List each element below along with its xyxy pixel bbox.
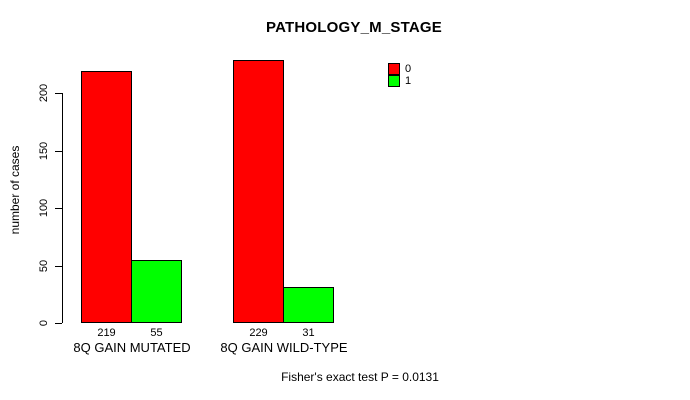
y-tick-label: 150 — [38, 141, 50, 160]
bar-1 — [131, 260, 182, 323]
y-axis-line — [62, 93, 63, 323]
legend-label: 1 — [405, 74, 412, 87]
legend-swatch-icon — [388, 63, 400, 75]
legend-label: 0 — [405, 62, 412, 75]
y-tick-label: 100 — [38, 198, 50, 218]
bar-value-label: 31 — [302, 327, 315, 339]
legend-swatch-icon — [388, 75, 400, 87]
y-tick-mark — [55, 265, 62, 267]
y-tick-label: 50 — [38, 259, 50, 272]
y-tick-mark — [55, 323, 62, 324]
bar-0 — [81, 71, 132, 323]
category-label: 8Q GAIN MUTATED — [73, 340, 191, 355]
y-axis-label: number of cases — [8, 145, 22, 235]
y-tick-mark — [55, 150, 62, 152]
annotation-text: Fisher's exact test P = 0.0131 — [281, 370, 439, 384]
y-tick-mark — [55, 93, 62, 95]
y-tick-mark — [55, 208, 62, 210]
legend-entry-1: 1 — [388, 75, 411, 87]
bar-0 — [233, 60, 284, 323]
legend-entry-0: 0 — [388, 63, 411, 75]
y-tick-label: 0 — [38, 319, 50, 327]
bar-value-label: 219 — [97, 327, 116, 339]
y-tick-label: 200 — [38, 83, 50, 103]
category-label: 8Q GAIN WILD-TYPE — [220, 340, 348, 355]
bar-value-label: 229 — [249, 327, 268, 339]
bar-value-label: 55 — [150, 327, 163, 339]
chart-title: PATHOLOGY_M_STAGE — [266, 19, 442, 36]
bar-1 — [283, 287, 334, 323]
